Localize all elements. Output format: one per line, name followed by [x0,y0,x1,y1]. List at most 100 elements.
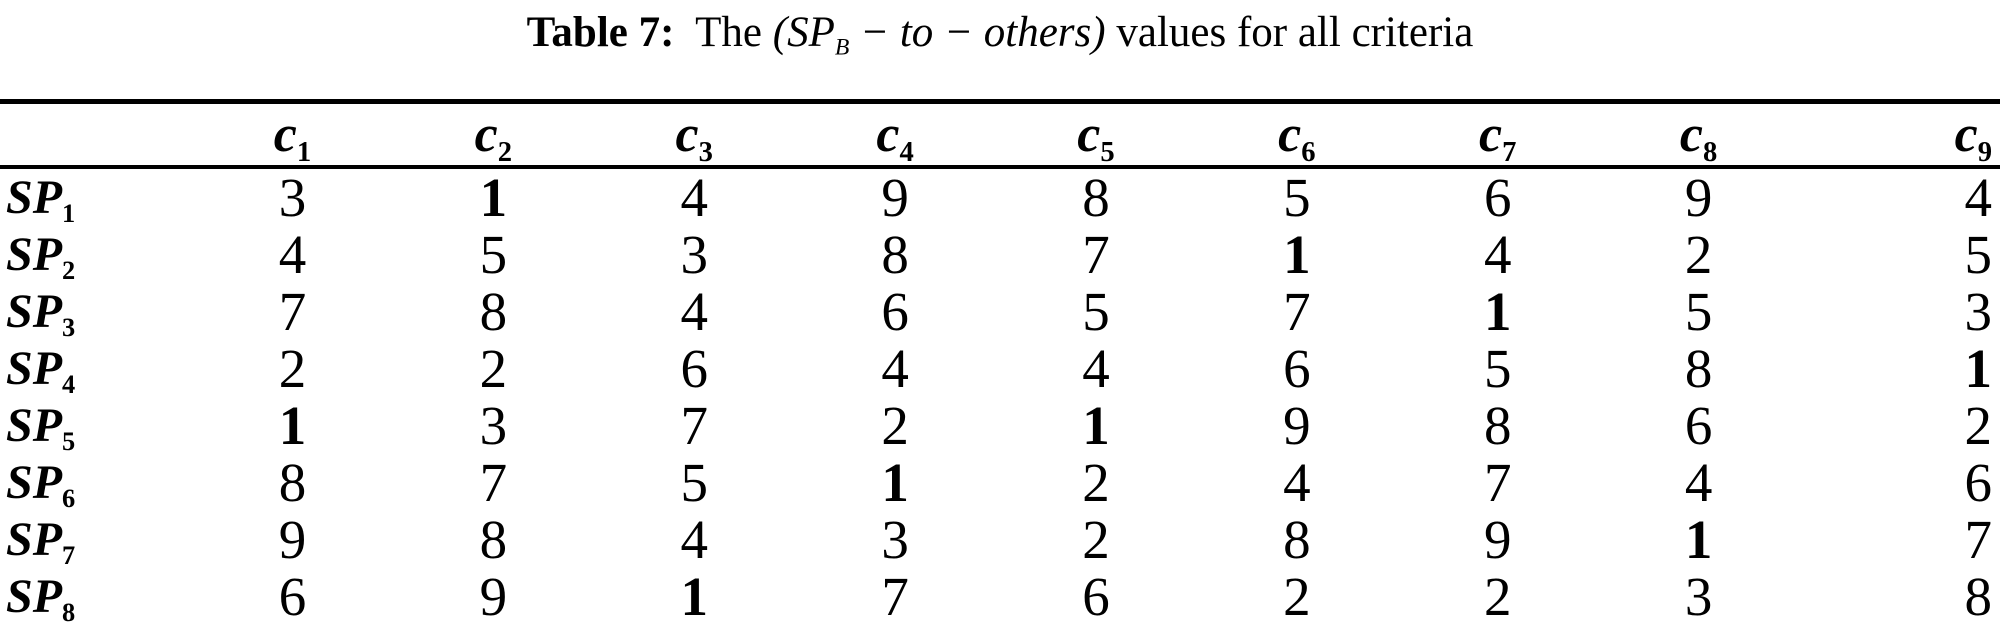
cell-sp2-c7: 4 [1483,224,1512,285]
cell-sp8-c2: 9 [479,566,508,625]
cell-sp1-c7: 6 [1483,167,1512,228]
cell-sp7-c5: 2 [1082,509,1110,570]
cell-sp1-c8: 9 [1684,167,1713,228]
corner-cell [0,102,192,168]
column-header-subscript: 5 [1100,137,1115,168]
row-label-subscript: 5 [62,426,76,457]
column-header-subscript: 2 [497,137,512,168]
cell-sp6-c9: 6 [1964,452,1993,513]
column-header-subscript: 9 [1977,137,1992,168]
cell-sp8-c8: 3 [1684,566,1713,625]
cell-sp3-c7: 1 [1483,281,1512,342]
table-row-sp8: SP8 6 9 1 7 6 2 2 3 8 [0,568,2000,625]
cell-sp2-c3: 3 [680,224,708,285]
cell-sp3-c9: 3 [1964,281,1993,342]
cell-sp6-c2: 7 [479,452,508,513]
row-label-sp4: SP4 [0,340,192,397]
caption-table-number: Table 7: [526,9,675,56]
cell-sp1-c9: 4 [1964,167,1993,228]
column-header-base: c [1278,106,1302,163]
cell-sp4-c3: 6 [680,338,708,399]
row-label-sp6: SP6 [0,454,192,511]
row-label-sp5: SP5 [0,397,192,454]
table-body: SP1 3 1 4 9 8 5 6 9 4 SP2 4 5 3 8 7 1 4 2 5 SP3 7 8 4 6 5 7 1 5 3 SP4 2… [0,167,2000,625]
table-row-sp2: SP2 4 5 3 8 7 1 4 2 5 [0,226,2000,283]
column-header-row: c1 c2 c3 c4 c5 c6 c7 c8 c9 [0,102,2000,168]
cell-sp1-c6: 5 [1283,167,1311,228]
cell-sp4-c6: 6 [1283,338,1311,399]
cell-sp2-c2: 5 [479,224,508,285]
table-row-sp1: SP1 3 1 4 9 8 5 6 9 4 [0,167,2000,226]
row-label-sp2: SP2 [0,226,192,283]
row-label-sp7: SP7 [0,511,192,568]
table-row-sp4: SP4 2 2 6 4 4 6 5 8 1 [0,340,2000,397]
caption-math-sp: (SP [772,9,835,56]
column-header-subscript: 6 [1301,137,1316,168]
cell-sp2-c6: 1 [1283,224,1311,285]
cell-sp1-c3: 4 [680,167,708,228]
column-header-c9: c9 [1799,102,2000,168]
column-header-c3: c3 [594,102,795,168]
cell-sp5-c7: 8 [1483,395,1512,456]
row-label-base: SP [6,171,63,224]
column-header-base: c [1478,106,1503,163]
cell-sp3-c2: 8 [479,281,508,342]
cell-sp2-c8: 2 [1684,224,1713,285]
cell-sp8-c9: 8 [1964,566,1993,625]
cell-sp7-c1: 9 [278,509,307,570]
row-label-subscript: 1 [62,198,76,229]
column-header-subscript: 7 [1502,137,1517,168]
cell-sp5-c5: 1 [1082,395,1110,456]
sp-to-others-table: c1 c2 c3 c4 c5 c6 c7 c8 c9 SP1 3 1 4 9 8 5 6 9 4 SP2 4 5 3 8 7 1… [0,99,2000,625]
column-header-c8: c8 [1598,102,1799,168]
cell-sp8-c3: 1 [680,566,708,625]
cell-sp1-c2: 1 [479,167,508,228]
cell-sp1-c1: 3 [278,167,307,228]
cell-sp6-c6: 4 [1283,452,1311,513]
cell-sp4-c1: 2 [278,338,307,399]
cell-sp5-c2: 3 [479,395,508,456]
cell-sp6-c5: 2 [1082,452,1110,513]
cell-sp7-c4: 3 [881,509,909,570]
column-header-base: c [1077,106,1101,163]
cell-sp1-c5: 8 [1082,167,1110,228]
cell-sp6-c7: 7 [1483,452,1512,513]
column-header-subscript: 8 [1702,137,1718,168]
cell-sp7-c2: 8 [479,509,508,570]
table-row-sp6: SP6 8 7 5 1 2 4 7 4 6 [0,454,2000,511]
cell-sp5-c3: 7 [680,395,708,456]
column-header-base: c [273,106,297,163]
row-label-subscript: 4 [62,369,76,400]
cell-sp8-c4: 7 [881,566,909,625]
cell-sp5-c9: 2 [1964,395,1993,456]
cell-sp3-c6: 7 [1283,281,1311,342]
cell-sp2-c5: 7 [1082,224,1110,285]
cell-sp3-c4: 6 [881,281,909,342]
row-label-base: SP [6,513,63,566]
row-label-base: SP [6,456,63,509]
row-label-subscript: 7 [62,540,76,571]
cell-sp7-c3: 4 [680,509,708,570]
row-label-sp8: SP8 [0,568,192,625]
row-label-subscript: 2 [62,255,76,286]
cell-sp2-c9: 5 [1964,224,1993,285]
table-row-sp3: SP3 7 8 4 6 5 7 1 5 3 [0,283,2000,340]
cell-sp2-c1: 4 [278,224,307,285]
row-label-subscript: 8 [62,597,76,625]
column-header-base: c [876,106,900,163]
row-label-base: SP [6,570,63,623]
column-header-c6: c6 [1196,102,1397,168]
cell-sp4-c2: 2 [479,338,508,399]
cell-sp8-c1: 6 [278,566,307,625]
cell-sp6-c8: 4 [1684,452,1713,513]
column-header-c2: c2 [393,102,594,168]
cell-sp8-c5: 6 [1082,566,1110,625]
cell-sp4-c4: 4 [881,338,909,399]
column-header-c4: c4 [795,102,996,168]
cell-sp3-c5: 5 [1082,281,1110,342]
cell-sp6-c1: 8 [278,452,307,513]
cell-sp5-c1: 1 [278,395,307,456]
cell-sp6-c4: 1 [881,452,909,513]
row-label-sp3: SP3 [0,283,192,340]
paper-table-figure: Table 7: The (SPB − to − others) values … [0,8,2000,625]
